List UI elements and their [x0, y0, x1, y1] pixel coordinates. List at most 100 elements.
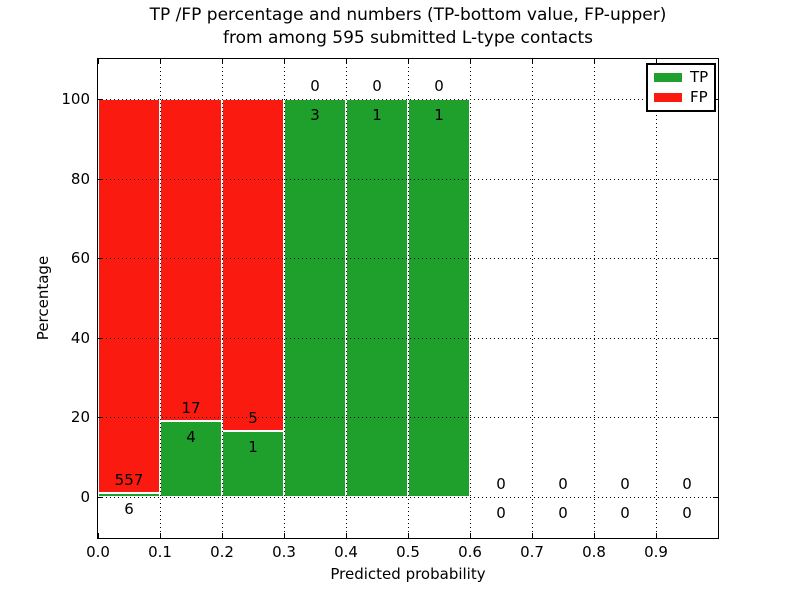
- x-tick-label: 0.4: [334, 543, 358, 561]
- x-tick-mark: [594, 533, 595, 538]
- fp-count-label: 0: [434, 77, 444, 95]
- x-tick-mark: [160, 533, 161, 538]
- y-tick-mark-right: [713, 417, 718, 419]
- y-tick-label: 80: [70, 169, 90, 188]
- legend-label-fp: FP: [690, 87, 708, 106]
- y-tick-mark: [98, 258, 103, 260]
- y-tick-label: 20: [70, 408, 90, 427]
- chart-title-line-1: TP /FP percentage and numbers (TP-bottom…: [149, 5, 667, 25]
- y-tick-label: 40: [70, 328, 90, 347]
- x-tick-mark-top: [284, 59, 285, 64]
- x-tick-mark: [98, 533, 99, 538]
- vertical-grid-line: [594, 59, 595, 538]
- legend-entry-fp: FP: [648, 87, 714, 106]
- tp-count-label: 6: [124, 499, 134, 518]
- tp-count-label: 0: [682, 504, 692, 522]
- x-tick-label: 0.9: [644, 543, 668, 561]
- y-tick-mark-right: [713, 178, 718, 180]
- y-tick-mark-right: [713, 258, 718, 260]
- legend-entry-tp: TP: [648, 70, 714, 85]
- x-tick-label: 0.6: [458, 543, 482, 561]
- vertical-grid-line: [222, 59, 223, 538]
- fp-bar-segment: [160, 99, 222, 422]
- x-tick-label: 0.8: [582, 543, 606, 561]
- y-axis-label: Percentage: [34, 255, 52, 341]
- horizontal-grid-line: [98, 178, 718, 180]
- x-tick-mark: [284, 533, 285, 538]
- tp-count-label: 1: [434, 106, 444, 124]
- horizontal-grid-line: [98, 497, 718, 498]
- tp-bar-segment: [408, 99, 470, 497]
- vertical-grid-line: [408, 59, 409, 538]
- x-tick-label: 0.7: [520, 543, 544, 561]
- fp-count-label: 5: [248, 408, 258, 427]
- tp-bar-segment: [98, 492, 160, 497]
- fp-count-label: 0: [496, 475, 506, 493]
- vertical-grid-line: [160, 59, 161, 538]
- fp-color-swatch: [654, 92, 682, 102]
- fp-count-label: 0: [682, 475, 692, 493]
- y-tick-label: 100: [61, 90, 90, 108]
- fp-count-label: 17: [181, 399, 201, 418]
- x-tick-mark-top: [346, 59, 347, 64]
- x-tick-mark: [532, 533, 533, 538]
- chart-title-line-2: from among 595 submitted L-type contacts: [222, 28, 593, 48]
- y-tick-mark: [98, 497, 103, 498]
- x-tick-mark: [346, 533, 347, 538]
- x-tick-mark: [656, 533, 657, 538]
- y-tick-label: 0: [80, 488, 90, 506]
- tp-count-label: 3: [310, 106, 320, 124]
- x-tick-mark-top: [470, 59, 471, 64]
- y-tick-mark: [98, 99, 103, 100]
- y-tick-mark: [98, 417, 103, 419]
- y-tick-mark-right: [713, 497, 718, 498]
- tp-count-label: 1: [372, 106, 382, 124]
- x-tick-mark-top: [98, 59, 99, 64]
- x-tick-mark: [408, 533, 409, 538]
- x-tick-mark: [470, 533, 471, 538]
- tp-count-label: 4: [186, 428, 196, 447]
- y-tick-mark: [98, 178, 103, 180]
- y-tick-label: 60: [70, 249, 90, 268]
- x-axis-label: Predicted probability: [330, 565, 486, 583]
- horizontal-grid-line: [98, 337, 718, 339]
- x-tick-label: 0.2: [210, 543, 234, 561]
- fp-count-label: 0: [620, 475, 630, 493]
- legend: TP FP: [646, 63, 716, 112]
- x-tick-mark-top: [656, 59, 657, 64]
- x-tick-mark-top: [222, 59, 223, 64]
- y-tick-mark: [98, 337, 103, 339]
- fp-bar-segment: [222, 99, 284, 431]
- tp-color-swatch: [654, 73, 682, 83]
- tp-bar-segment: [346, 99, 408, 497]
- x-tick-mark-top: [408, 59, 409, 64]
- fp-count-label: 0: [372, 77, 382, 95]
- x-tick-label: 0.0: [86, 543, 110, 561]
- horizontal-grid-line: [98, 258, 718, 260]
- tp-count-label: 1: [248, 437, 258, 456]
- vertical-grid-line: [532, 59, 533, 538]
- x-tick-label: 0.1: [148, 543, 172, 561]
- chart-title: TP /FP percentage and numbers (TP-bottom…: [98, 4, 718, 50]
- legend-label-tp: TP: [690, 68, 709, 87]
- y-tick-mark-right: [713, 337, 718, 339]
- x-tick-mark-top: [160, 59, 161, 64]
- fp-count-label: 0: [310, 77, 320, 95]
- tp-count-label: 0: [558, 504, 568, 522]
- tp-bar-segment: [222, 430, 284, 497]
- x-tick-label: 0.3: [272, 543, 296, 561]
- x-tick-mark-top: [594, 59, 595, 64]
- horizontal-grid-line: [98, 417, 718, 419]
- vertical-grid-line: [656, 59, 657, 538]
- vertical-grid-line: [284, 59, 285, 538]
- x-tick-label: 0.5: [396, 543, 420, 561]
- x-tick-mark: [222, 533, 223, 538]
- vertical-grid-line: [346, 59, 347, 538]
- tp-count-label: 0: [496, 504, 506, 522]
- vertical-grid-line: [470, 59, 471, 538]
- fp-count-label: 557: [114, 470, 144, 489]
- fp-bar-segment: [98, 99, 160, 493]
- x-tick-mark-top: [532, 59, 533, 64]
- fp-count-label: 0: [558, 475, 568, 493]
